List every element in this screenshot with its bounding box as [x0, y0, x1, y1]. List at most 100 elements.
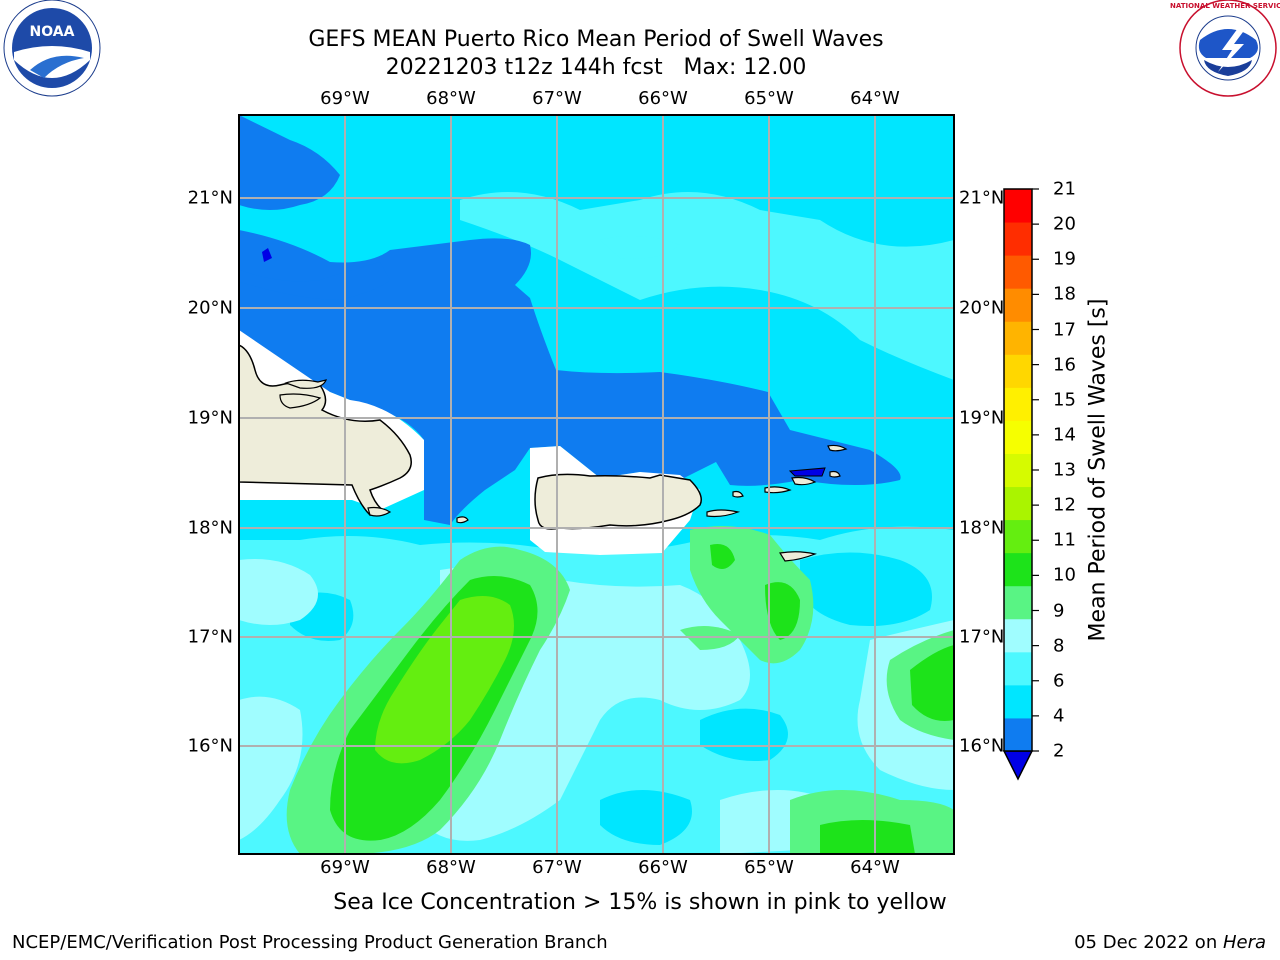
lat-label-left: 20°N: [187, 297, 233, 319]
contour-fill-4-6-se: [800, 552, 932, 626]
colorbar-label: 21: [1053, 178, 1076, 200]
lon-label-top: 67°W: [532, 88, 582, 109]
contour-fill-10-11-mid: [765, 582, 800, 640]
colorbar-swatch: [1004, 354, 1032, 388]
lat-label-left: 17°N: [187, 626, 233, 648]
colorbar-swatch: [1004, 453, 1032, 488]
lon-label-bottom: 66°W: [638, 857, 688, 878]
land-hispaniola-cape: [284, 379, 327, 389]
lat-label-left: 19°N: [187, 407, 233, 429]
contour-fill-6-8-patch: [600, 236, 680, 259]
colorbar-swatch: [1004, 585, 1032, 620]
lat-label-left: 21°N: [187, 187, 233, 209]
land-hispaniola: [239, 344, 412, 516]
lat-label-right: 20°N: [959, 297, 1005, 319]
lon-label-top: 64°W: [850, 88, 900, 109]
land-islet-ne: [827, 444, 848, 452]
colorbar-extend-triangle: [1002, 750, 1034, 781]
colorbar-label: 13: [1053, 459, 1076, 481]
land-vieques: [706, 509, 741, 518]
colorbar-label: 6: [1053, 670, 1065, 692]
land-islet-e: [829, 470, 841, 478]
colorbar-label: 20: [1053, 213, 1076, 235]
contour-fill-8-9-sw: [239, 696, 303, 840]
lon-label-bottom: 68°W: [426, 857, 476, 878]
colorbar-swatch: [1004, 189, 1032, 223]
land-puerto-rico: [534, 473, 702, 530]
colorbar-label: 4: [1053, 705, 1065, 727]
colorbar-label: 11: [1053, 529, 1076, 551]
map-title: GEFS MEAN Puerto Rico Mean Period of Swe…: [308, 27, 884, 52]
colorbar-swatch: [1004, 684, 1032, 719]
lon-label-bottom: 67°W: [532, 857, 582, 878]
colorbar-swatch: [1004, 519, 1032, 554]
lat-label-right: 19°N: [959, 407, 1005, 429]
colorbar-label: 14: [1053, 424, 1076, 446]
lat-label-right: 21°N: [959, 187, 1005, 209]
lon-label-bottom: 64°W: [850, 857, 900, 878]
nws-logo: NATIONAL WEATHER SERVICE: [1170, 0, 1280, 97]
land-beata: [367, 506, 392, 517]
land-culebra: [732, 490, 744, 498]
colorbar-label: 2: [1053, 740, 1065, 762]
colorbar-label: 15: [1053, 389, 1076, 411]
colorbar-label: 17: [1053, 319, 1076, 340]
graticule: [239, 115, 954, 854]
colorbar-swatch: [1004, 618, 1032, 653]
lat-label-left: 18°N: [187, 517, 233, 539]
contour-fill-2-4-nw: [239, 115, 340, 210]
colorbar-swatch: [1004, 717, 1032, 752]
lon-label-top: 66°W: [638, 88, 688, 109]
footer-date: 05 Dec 2022 on Hera: [1074, 932, 1266, 953]
lon-label-top: 68°W: [426, 88, 476, 109]
colorbar-label: 8: [1053, 635, 1065, 657]
footer-host: Hera: [1222, 932, 1266, 953]
contour-fill-4-6-s: [600, 790, 692, 845]
colorbar-swatch: [1004, 255, 1032, 289]
colorbar-label: 16: [1053, 354, 1076, 376]
map-subtitle: 20221203 t12z 144h fcst Max: 12.00: [385, 55, 807, 80]
colorbar: [1002, 188, 1039, 781]
land-st-croix: [779, 551, 817, 562]
land-hispaniola-north-coast: [279, 393, 322, 409]
contour-fill-6-8-north: [460, 192, 954, 380]
colorbar-swatch: [1004, 651, 1032, 686]
land-anegada-region: [788, 467, 826, 477]
colorbar-swatch: [1004, 222, 1032, 256]
colorbar-label: 12: [1053, 494, 1076, 516]
contour-fill-8-9-w: [239, 559, 318, 625]
contour-fill-10-11-patch: [710, 544, 735, 569]
lon-label-bottom: 65°W: [744, 857, 794, 878]
lat-label-right: 18°N: [959, 517, 1005, 539]
sea-ice-caption: Sea Ice Concentration > 15% is shown in …: [333, 890, 947, 915]
colorbar-label: 9: [1053, 600, 1065, 621]
contour-fill-2-4-main: [239, 230, 901, 525]
colorbar-swatch: [1004, 552, 1032, 587]
colorbar-label: 18: [1053, 283, 1076, 305]
contour-fill-10-11-e: [910, 645, 954, 721]
contour-fill-4-6-mid: [700, 708, 788, 761]
contour-fill-2-4-west: [240, 262, 390, 300]
map-panel: [239, 115, 954, 854]
noaa-logo: NOAA: [3, 0, 101, 97]
colorbar-swatch: [1004, 420, 1032, 454]
colorbar-label: 19: [1053, 248, 1076, 270]
lat-label-left: 16°N: [187, 735, 233, 757]
land-tortola: [791, 476, 817, 486]
noaa-logo-text: NOAA: [30, 24, 75, 40]
colorbar-swatch: [1004, 288, 1032, 322]
colorbar-label: 10: [1053, 564, 1076, 586]
nws-logo-text: NATIONAL WEATHER SERVICE: [1170, 2, 1280, 10]
map-frame: [238, 114, 955, 855]
footer-date-text: 05 Dec 2022 on: [1074, 932, 1223, 953]
lon-label-top: 65°W: [744, 88, 794, 109]
contour-fill-10-11-se: [820, 820, 915, 854]
contour-fill-below-2: [262, 248, 272, 262]
lon-label-top: 69°W: [320, 88, 370, 109]
colorbar-swatch: [1004, 486, 1032, 521]
lon-label-bottom: 69°W: [320, 857, 370, 878]
colorbar-swatch: [1004, 321, 1032, 355]
footer-credit: NCEP/EMC/Verification Post Processing Pr…: [12, 932, 608, 953]
